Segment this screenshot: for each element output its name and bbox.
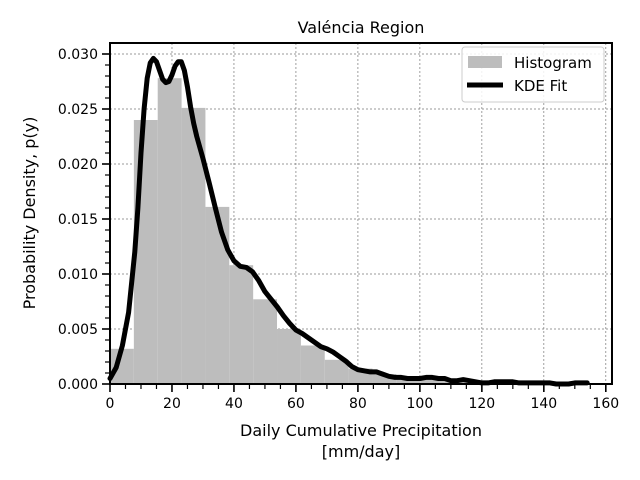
histogram-bar [324, 359, 349, 384]
x-tick-label: 20 [163, 396, 181, 412]
y-axis-label: Probability Density, p(y) [20, 117, 39, 310]
y-tick-label: 0.030 [58, 47, 98, 63]
histogram-bars [110, 78, 588, 385]
y-tick-label: 0.000 [58, 377, 98, 393]
y-tick-label: 0.015 [58, 212, 98, 228]
histogram-bar [253, 299, 278, 384]
x-tick-label: 0 [106, 396, 115, 412]
x-axis-ticks: 0 20 40 60 80 100 120 140 160 [106, 384, 619, 412]
histogram-bar [229, 265, 254, 384]
x-axis-label-line2: [mm/day] [322, 442, 400, 461]
x-axis-label-line1: Daily Cumulative Precipitation [240, 421, 482, 440]
y-axis-ticks: 0.000 0.005 0.010 0.015 0.020 0.025 0.030 [58, 47, 110, 393]
x-tick-label: 120 [468, 396, 495, 412]
y-tick-label: 0.005 [58, 322, 98, 338]
x-tick-label: 40 [225, 396, 243, 412]
y-tick-label: 0.010 [58, 267, 98, 283]
y-tick-label: 0.020 [58, 157, 98, 173]
x-tick-label: 160 [592, 396, 619, 412]
histogram-bar [157, 78, 182, 384]
histogram-bar [277, 329, 301, 384]
legend-histogram-label: Histogram [514, 54, 592, 72]
histogram-bar [372, 374, 397, 384]
histogram-bar [110, 348, 134, 384]
legend: Histogram KDE Fit [461, 46, 605, 103]
chart-title: Valéncia Region [298, 18, 425, 37]
plot-frame [109, 42, 613, 385]
histogram-bar [205, 206, 230, 384]
legend-kde-label: KDE Fit [514, 77, 567, 95]
x-tick-label: 60 [287, 396, 305, 412]
histogram-bar [300, 345, 325, 384]
kde-line [107, 55, 590, 387]
x-tick-label: 140 [530, 396, 557, 412]
y-tick-label: 0.025 [58, 102, 98, 118]
legend-histogram-swatch [468, 56, 502, 68]
histogram-bar [181, 107, 206, 385]
x-tick-label: 100 [407, 396, 434, 412]
histogram-bar [420, 378, 445, 384]
x-tick-label: 80 [349, 396, 367, 412]
histogram-bar [133, 120, 158, 384]
